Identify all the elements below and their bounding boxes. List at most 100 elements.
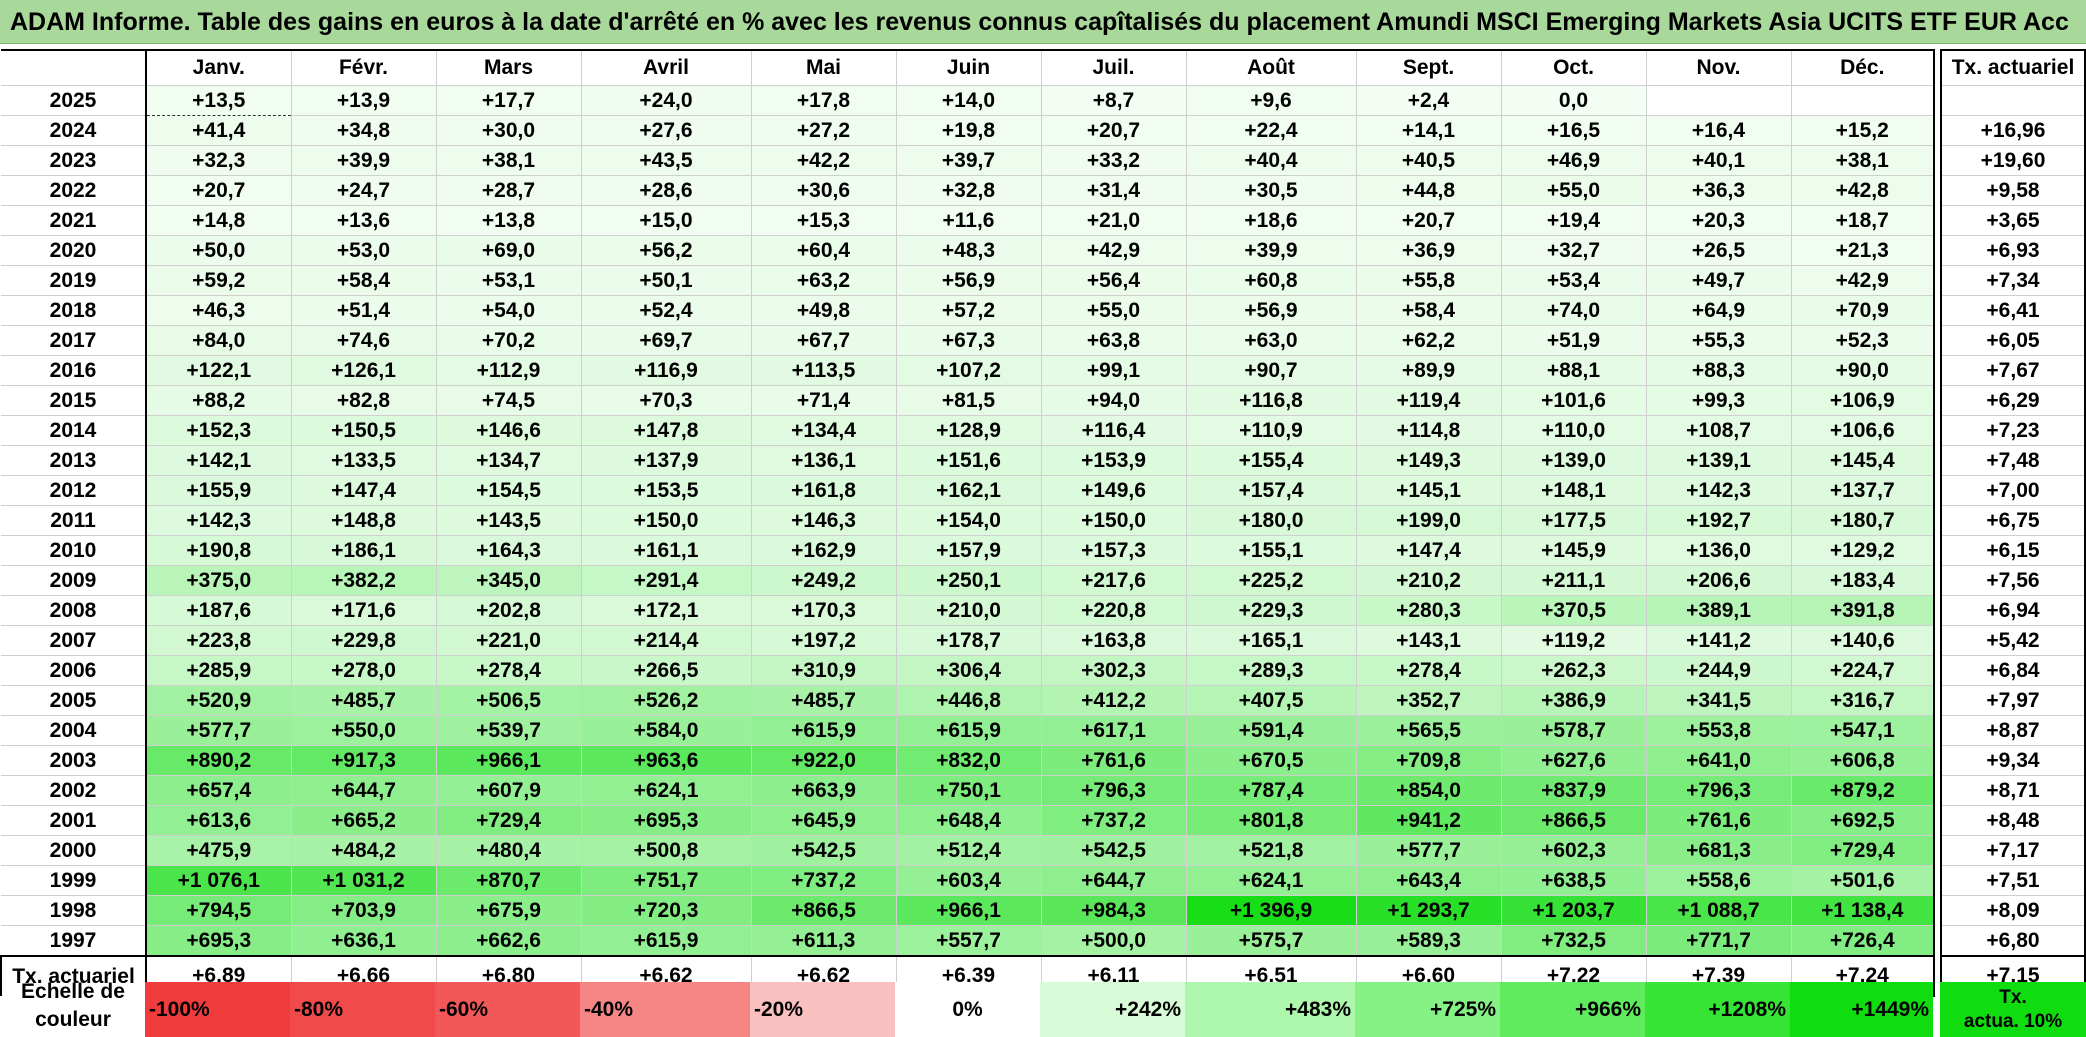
gain-cell: +28,7 (435, 175, 581, 206)
month-header-1: Févr. (290, 49, 436, 86)
gain-cell: +42,9 (1790, 265, 1935, 296)
color-scale-swatch: +483% (1185, 982, 1355, 1037)
gain-cell: +375,0 (145, 565, 291, 596)
table-row: 2005 +520,9 +485,7 +506,5 +526,2 +485,7 +446,8… (1, 685, 1935, 716)
gain-cell: +38,1 (435, 145, 581, 176)
month-header-7: Août (1185, 49, 1356, 86)
gain-cell: +46,3 (145, 295, 291, 326)
gain-cell: +108,7 (1645, 415, 1791, 446)
gain-cell: +70,9 (1790, 295, 1935, 326)
gain-cell: +13,5 (145, 85, 292, 116)
gain-cell: +113,5 (750, 355, 896, 386)
gain-cell: +21,0 (1040, 205, 1186, 236)
gain-cell: +220,8 (1040, 595, 1186, 626)
gain-cell: +1 293,7 (1355, 895, 1501, 926)
gain-cell: +16,4 (1645, 115, 1791, 146)
gain-cell: +854,0 (1355, 775, 1501, 806)
gain-cell: +52,3 (1790, 325, 1935, 356)
year-label: 2006 (1, 655, 146, 686)
gain-cell (1790, 85, 1935, 116)
gain-cell: +119,4 (1355, 385, 1501, 416)
year-label: 2017 (1, 325, 146, 356)
gain-cell: +116,8 (1185, 385, 1356, 416)
gain-cell: +737,2 (750, 865, 896, 896)
color-scale-swatch: -100% (145, 982, 290, 1037)
gain-cell: +43,5 (580, 145, 751, 176)
gain-cell: +122,1 (145, 355, 291, 386)
gain-cell: +84,0 (145, 325, 291, 356)
gain-cell: +866,5 (1500, 805, 1646, 836)
gain-cell: +58,4 (290, 265, 436, 296)
gain-cell: +224,7 (1790, 655, 1935, 686)
gain-cell: +550,0 (290, 715, 436, 746)
gain-cell: 0,0 (1500, 85, 1646, 116)
gains-table: Janv. Févr. Mars Avril Mai Juin Juil. Août Sept.… (0, 49, 1935, 997)
gain-cell: +963,6 (580, 745, 751, 776)
gain-cell: +21,3 (1790, 235, 1935, 266)
gain-cell: +183,4 (1790, 565, 1935, 596)
gain-cell: +90,0 (1790, 355, 1935, 386)
gain-cell: +32,3 (145, 145, 291, 176)
color-scale-swatch: +725% (1355, 982, 1500, 1037)
gain-cell: +966,1 (895, 895, 1041, 926)
gain-cell: +210,0 (895, 595, 1041, 626)
gain-cell: +577,7 (145, 715, 291, 746)
gain-cell: +81,5 (895, 385, 1041, 416)
gain-cell: +832,0 (895, 745, 1041, 776)
tx-actuariel-cell: +19,60 (1940, 145, 2086, 176)
gain-cell: +165,1 (1185, 625, 1356, 656)
gain-cell: +67,3 (895, 325, 1041, 356)
gain-cell: +670,5 (1185, 745, 1356, 776)
gain-cell: +136,0 (1645, 535, 1791, 566)
year-label: 1997 (1, 925, 146, 957)
gain-cell: +751,7 (580, 865, 751, 896)
gain-cell: +750,1 (895, 775, 1041, 806)
gain-cell: +101,6 (1500, 385, 1646, 416)
gain-cell: +627,6 (1500, 745, 1646, 776)
gain-cell: +382,2 (290, 565, 436, 596)
tx-actuariel-cell: +6,93 (1940, 235, 2086, 266)
table-row: 2008 +187,6 +171,6 +202,8 +172,1 +170,3 +210,0… (1, 595, 1935, 626)
gain-cell: +63,8 (1040, 325, 1186, 356)
gain-cell: +15,3 (750, 205, 896, 236)
gain-cell: +187,6 (145, 595, 291, 626)
gain-cell: +206,6 (1645, 565, 1791, 596)
gain-cell: +316,7 (1790, 685, 1935, 716)
gain-cell: +126,1 (290, 355, 436, 386)
gain-cell: +695,3 (145, 925, 291, 957)
gain-cell: +17,8 (750, 85, 896, 116)
gain-cell: +50,0 (145, 235, 291, 266)
gain-cell: +36,9 (1355, 235, 1501, 266)
gain-cell: +412,2 (1040, 685, 1186, 716)
gain-cell: +172,1 (580, 595, 751, 626)
gain-cell: +229,3 (1185, 595, 1356, 626)
tx-actuariel-header: Tx. actuariel (1940, 49, 2086, 86)
gain-cell: +40,5 (1355, 145, 1501, 176)
gain-cell: +164,3 (435, 535, 581, 566)
gain-cell: +644,7 (290, 775, 436, 806)
gain-cell: +152,3 (145, 415, 291, 446)
gain-cell: +221,0 (435, 625, 581, 656)
gain-cell: +345,0 (435, 565, 581, 596)
year-label: 1999 (1, 865, 146, 896)
gain-cell: +20,7 (145, 175, 291, 206)
year-label: 2004 (1, 715, 146, 746)
gain-cell: +558,6 (1645, 865, 1791, 896)
gain-cell: +603,4 (895, 865, 1041, 896)
gain-cell: +69,7 (580, 325, 751, 356)
gain-cell: +8,7 (1040, 85, 1186, 116)
gain-cell: +607,9 (435, 775, 581, 806)
gain-cell: +146,3 (750, 505, 896, 536)
gain-cell: +250,1 (895, 565, 1041, 596)
gain-cell: +729,4 (435, 805, 581, 836)
gain-cell: +389,1 (1645, 595, 1791, 626)
gain-cell: +145,1 (1355, 475, 1501, 506)
gain-cell: +217,6 (1040, 565, 1186, 596)
gain-cell: +20,3 (1645, 205, 1791, 236)
gain-cell: +13,9 (290, 85, 436, 116)
gain-cell: +110,0 (1500, 415, 1646, 446)
gain-cell: +341,5 (1645, 685, 1791, 716)
year-label: 2011 (1, 505, 146, 536)
year-label: 2010 (1, 535, 146, 566)
gain-cell: +520,9 (145, 685, 291, 716)
